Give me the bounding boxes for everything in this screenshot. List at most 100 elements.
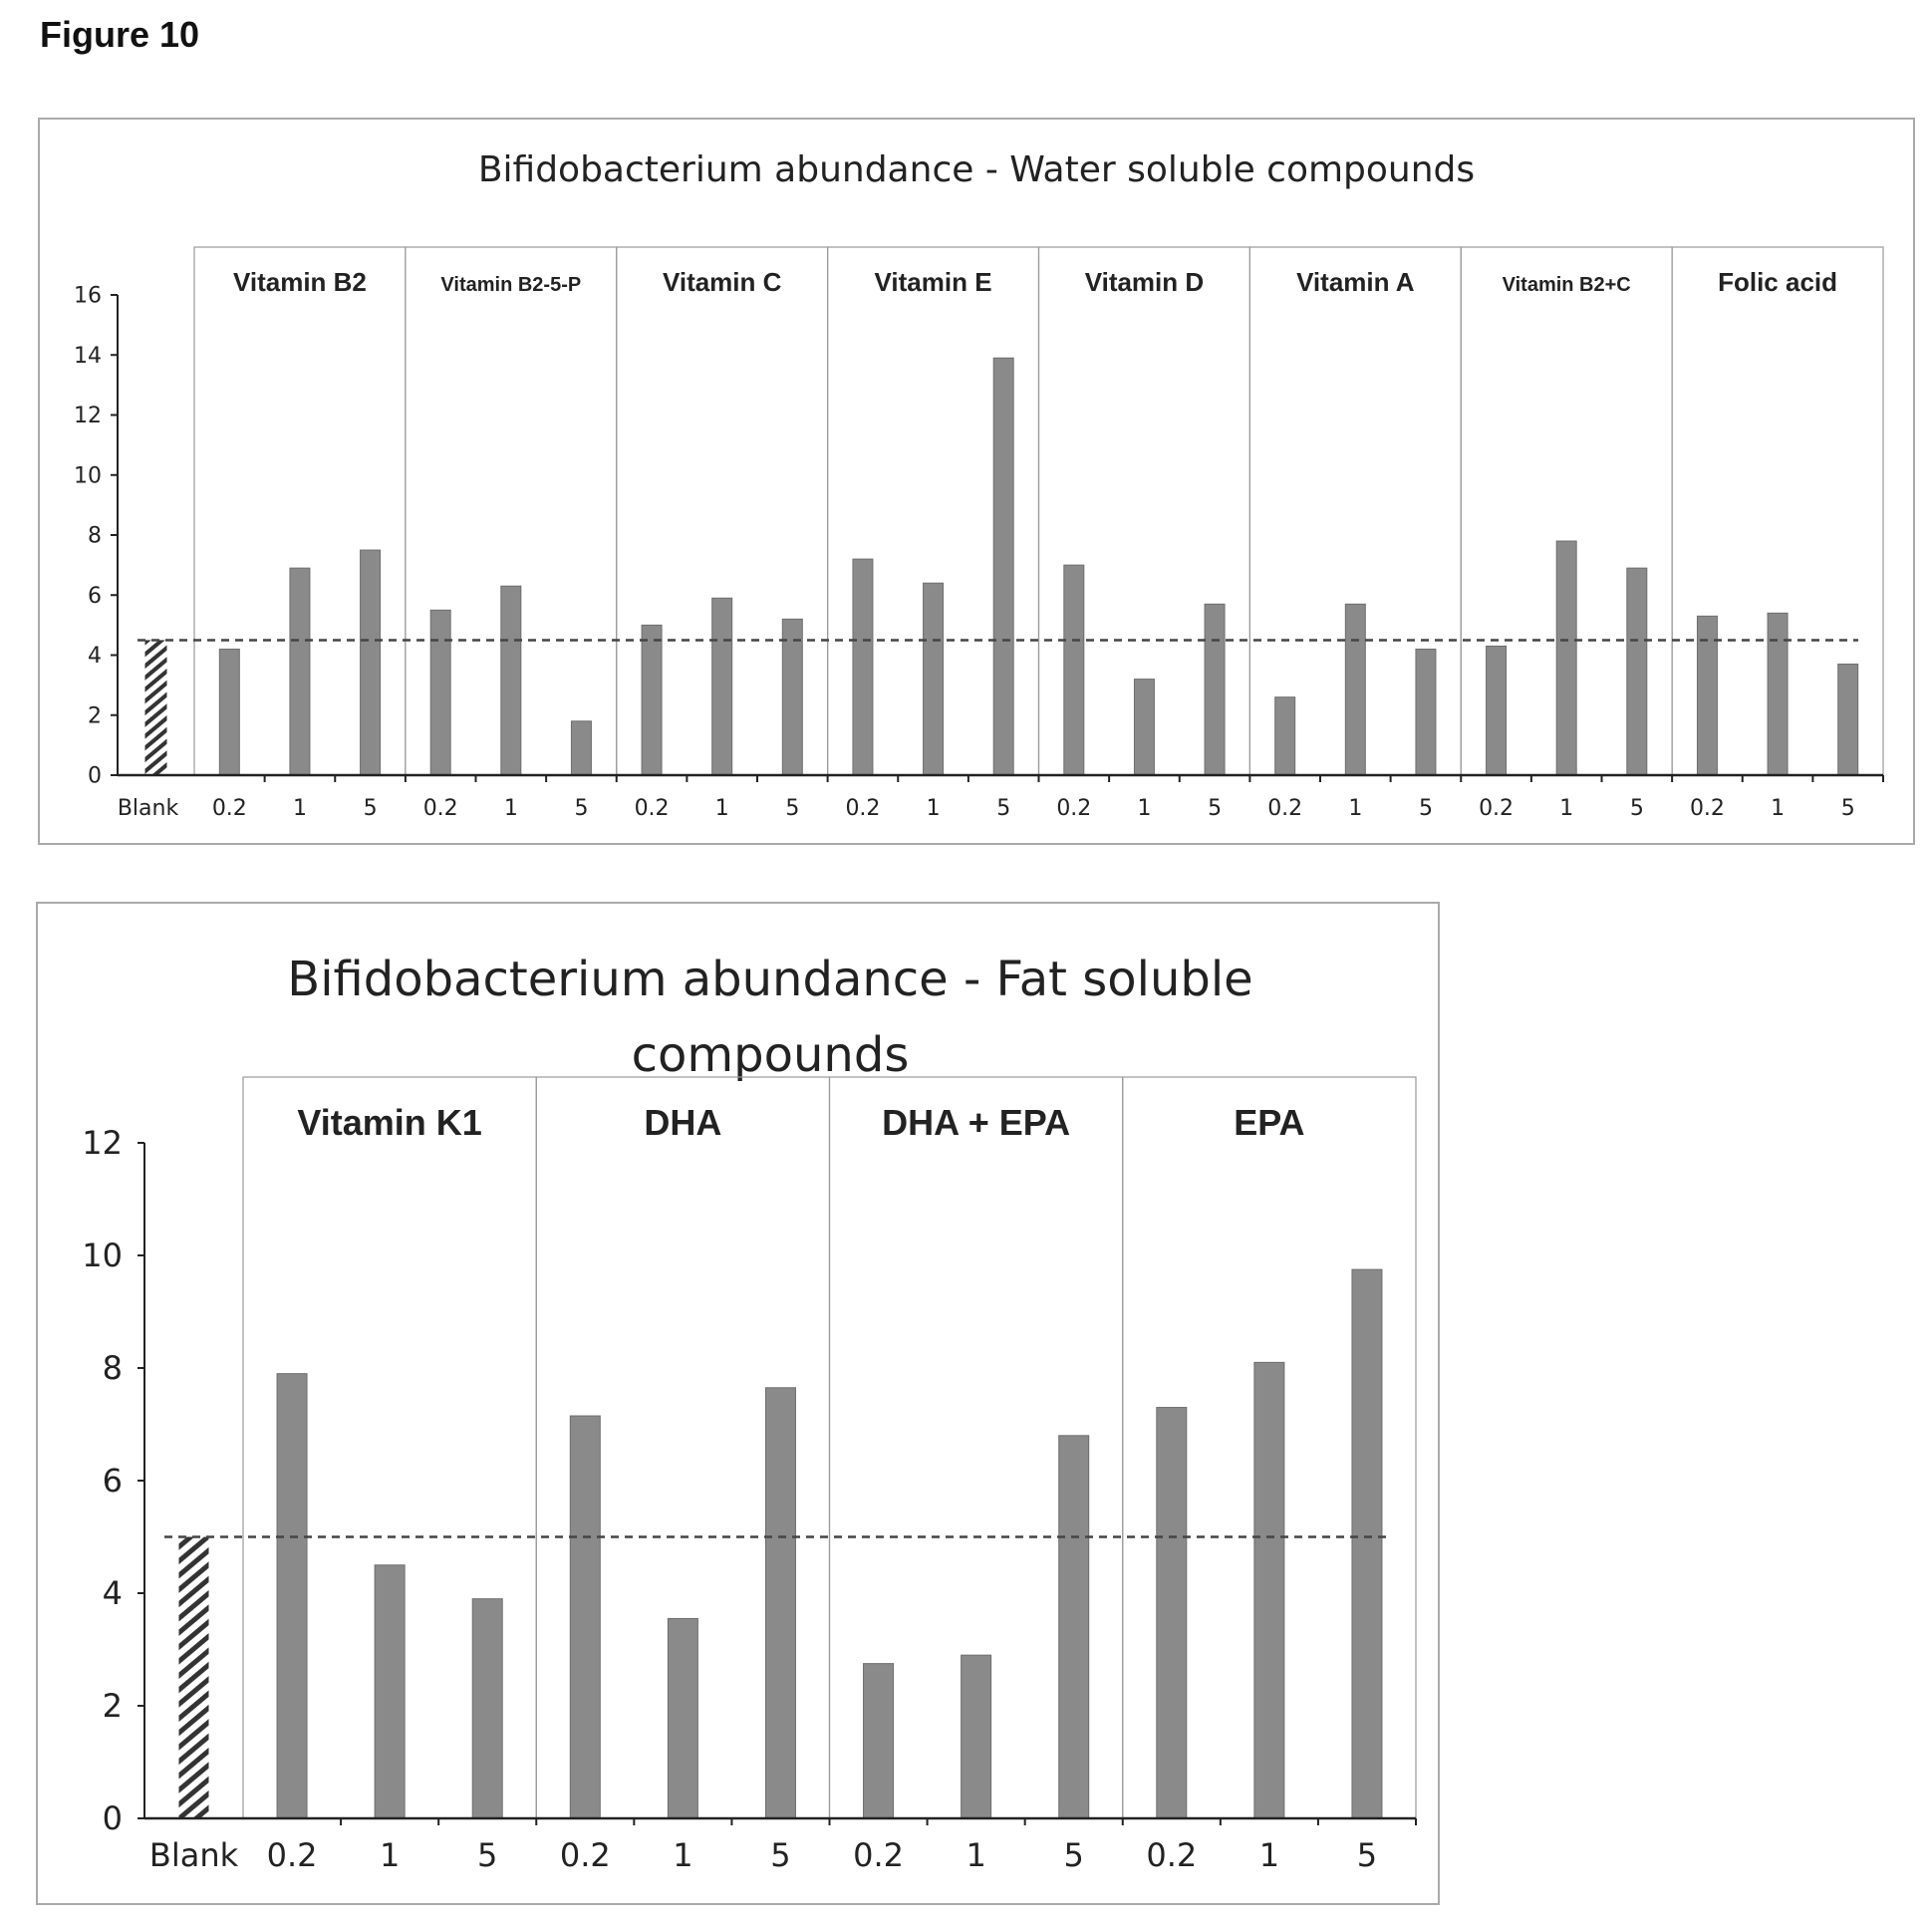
bar-blank: [178, 1536, 209, 1818]
water-soluble-chart-panel: Bifidobacterium abundance - Water solubl…: [38, 118, 1915, 845]
group-label-folic-acid: Folic acid: [1718, 267, 1837, 297]
group-label-dha: DHA: [644, 1102, 721, 1143]
bar-vitamin-a-1: [1344, 603, 1366, 776]
bar-folic-acid-5: [1837, 664, 1859, 776]
x-tick-label: 1: [966, 1836, 985, 1874]
bar-vitamin-b2-c-0-2: [1486, 645, 1508, 776]
x-tick-label: 1: [504, 796, 518, 821]
y-tick-label: 8: [88, 524, 102, 549]
bar-vitamin-a-0-2: [1274, 696, 1296, 776]
bar-epa-0-2: [1156, 1407, 1188, 1819]
x-tick-label: 1: [715, 796, 729, 821]
y-tick-label: 2: [103, 1687, 123, 1725]
bar-vitamin-k1-0-2: [276, 1373, 308, 1819]
bar-vitamin-b2-c-5: [1626, 567, 1648, 776]
y-tick-label: 14: [74, 344, 102, 369]
bar-vitamin-c-0-2: [641, 624, 663, 776]
bar-vitamin-d-0-2: [1063, 564, 1085, 776]
bar-vitamin-b2-1: [289, 567, 311, 776]
bar-vitamin-d-5: [1204, 603, 1226, 776]
bar-dha-5: [764, 1387, 796, 1819]
x-tick-label: 0.2: [1479, 796, 1514, 821]
bar-vitamin-c-5: [781, 618, 803, 776]
group-label-vitamin-a: Vitamin A: [1296, 267, 1415, 297]
x-tick-label: 0.2: [560, 1836, 611, 1874]
x-tick-label: 5: [574, 796, 588, 821]
bar-vitamin-b2-0-2: [218, 648, 240, 776]
chart-title-line: Bifidobacterium abundance - Fat soluble: [287, 952, 1252, 1007]
bar-epa-1: [1253, 1361, 1285, 1819]
x-tick-label: 5: [785, 796, 799, 821]
fat-soluble-chart-panel: Bifidobacterium abundance - Fat soluble c…: [36, 902, 1440, 1905]
group-label-vitamin-b2-5-p: Vitamin B2-5-P: [440, 274, 581, 296]
x-tick-label: 5: [477, 1836, 497, 1874]
bar-vitamin-b2-5: [360, 549, 382, 776]
bar-dha-epa-5: [1058, 1435, 1090, 1819]
x-tick-label: 5: [1208, 796, 1222, 821]
bar-blank: [144, 640, 167, 775]
y-tick-label: 10: [82, 1236, 123, 1274]
y-tick-label: 0: [103, 1799, 123, 1837]
x-tick-label: 5: [1630, 796, 1644, 821]
y-tick-label: 4: [103, 1574, 123, 1612]
x-tick-label: 5: [364, 796, 378, 821]
bar-folic-acid-1: [1767, 612, 1789, 776]
y-tick-label: 12: [82, 1124, 123, 1162]
y-tick-label: 12: [74, 404, 102, 428]
x-tick-label: 1: [1259, 1836, 1279, 1874]
y-tick-label: 6: [103, 1462, 123, 1500]
y-tick-label: 10: [74, 463, 102, 488]
y-tick-label: 2: [88, 703, 102, 728]
x-tick-label: 1: [673, 1836, 692, 1874]
chart-title-line: compounds: [632, 1027, 910, 1083]
x-tick-label: 5: [1419, 796, 1433, 821]
group-label-vitamin-e: Vitamin E: [875, 267, 992, 297]
y-tick-label: 4: [88, 644, 102, 669]
x-tick-label: 0.2: [1690, 796, 1725, 821]
bar-dha-epa-1: [961, 1654, 992, 1819]
fat-soluble-chart: Bifidobacterium abundance - Fat soluble c…: [82, 952, 1417, 1874]
bar-vitamin-a-5: [1415, 648, 1437, 776]
water-soluble-chart: Bifidobacterium abundance - Water solubl…: [74, 149, 1884, 821]
x-tick-label: 0.2: [1056, 796, 1091, 821]
bar-vitamin-b2-5-p-1: [500, 585, 522, 776]
bar-vitamin-b2-c-1: [1555, 540, 1577, 776]
x-tick-label: 0.2: [853, 1836, 904, 1874]
x-tick-label-blank: Blank: [118, 796, 179, 821]
x-tick-label-blank: Blank: [149, 1836, 239, 1874]
x-tick-label: 1: [1137, 796, 1151, 821]
x-tick-label: 0.2: [423, 796, 458, 821]
bar-vitamin-e-5: [992, 357, 1014, 776]
group-label-vitamin-c: Vitamin C: [663, 267, 782, 297]
chart-title: Bifidobacterium abundance - Water solubl…: [478, 149, 1475, 190]
x-tick-label: 0.2: [267, 1836, 318, 1874]
x-tick-label: 0.2: [635, 796, 670, 821]
bar-vitamin-k1-1: [374, 1564, 406, 1819]
y-tick-label: 16: [74, 284, 102, 309]
x-tick-label: 5: [996, 796, 1010, 821]
group-label-vitamin-b2: Vitamin B2: [233, 267, 367, 297]
x-tick-label: 5: [770, 1836, 790, 1874]
group-label-vitamin-b2-c: Vitamin B2+C: [1503, 274, 1631, 296]
x-tick-label: 1: [1348, 796, 1362, 821]
bar-vitamin-c-1: [711, 597, 733, 776]
x-tick-label: 1: [380, 1836, 400, 1874]
y-tick-label: 6: [88, 584, 102, 609]
bar-dha-0-2: [569, 1415, 601, 1819]
group-label-vitamin-d: Vitamin D: [1085, 267, 1204, 297]
group-label-dha-epa: DHA + EPA: [882, 1102, 1070, 1143]
x-tick-label: 0.2: [845, 796, 880, 821]
x-tick-label: 0.2: [212, 796, 247, 821]
bar-vitamin-d-1: [1133, 679, 1155, 776]
x-tick-label: 1: [1559, 796, 1573, 821]
x-tick-label: 5: [1357, 1836, 1377, 1874]
bar-vitamin-b2-5-p-0-2: [429, 609, 451, 776]
x-tick-label: 1: [1771, 796, 1785, 821]
x-tick-label: 5: [1841, 796, 1855, 821]
bar-epa-5: [1351, 1268, 1383, 1819]
bar-dha-1: [667, 1617, 698, 1819]
x-tick-label: 1: [927, 796, 941, 821]
figure-label: Figure 10: [40, 14, 200, 55]
x-tick-label: 0.2: [1146, 1836, 1197, 1874]
bar-vitamin-k1-5: [471, 1598, 503, 1819]
